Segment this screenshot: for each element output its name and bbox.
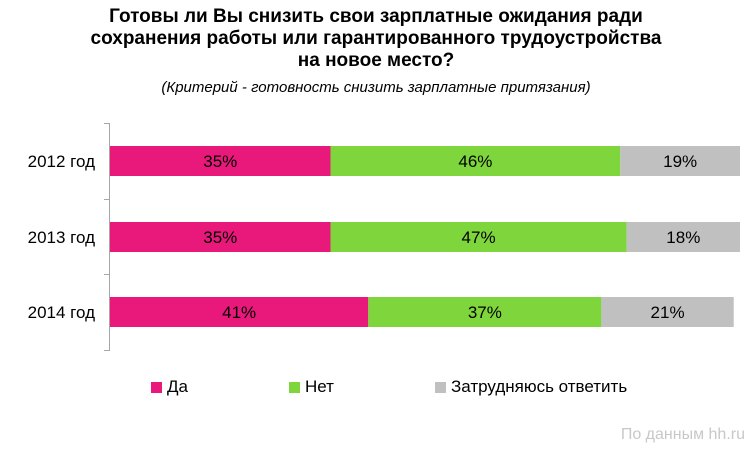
legend-label-1: Да	[167, 377, 188, 396]
bar-segment-3-1	[110, 297, 369, 327]
source-note: По данным hh.ru	[620, 426, 745, 443]
data-label-3-1: 41%	[222, 303, 256, 322]
bar-segment-2-2	[330, 222, 627, 252]
legend-swatch-2	[289, 381, 300, 393]
chart-title: Готовы ли Вы снизить свои зарплатные ожи…	[0, 6, 752, 72]
bar-segment-2-1	[110, 222, 331, 252]
chart-title-line-1: Готовы ли Вы снизить свои зарплатные ожи…	[109, 6, 643, 27]
data-label-1-2: 46%	[458, 152, 492, 171]
legend-swatch-3	[435, 381, 446, 393]
chart-subtitle: (Критерий - готовность снизить зарплатны…	[161, 79, 591, 96]
legend-item-3: Затрудняюсь ответить	[435, 377, 627, 397]
legend-item-1: Да	[151, 377, 188, 397]
data-label-3-2: 37%	[468, 303, 502, 322]
bar-segment-3-2	[368, 297, 602, 327]
bar-segment-2-3	[626, 222, 740, 252]
chart-title-line-2: сохранения работы или гарантированного т…	[90, 28, 662, 49]
legend-label-3: Затрудняюсь ответить	[451, 377, 628, 396]
category-label-2: 2013 год	[28, 228, 95, 247]
category-label-3: 2014 год	[28, 303, 95, 322]
bar-segment-1-1	[110, 146, 331, 176]
data-label-2-3: 18%	[666, 228, 700, 247]
legend-item-2: Нет	[289, 377, 334, 397]
data-label-2-2: 47%	[462, 228, 496, 247]
bar-segment-1-2	[330, 146, 621, 176]
legend-label-2: Нет	[305, 377, 334, 396]
data-label-3-3: 21%	[651, 303, 685, 322]
data-label-1-1: 35%	[203, 152, 237, 171]
category-label-1: 2012 год	[28, 152, 95, 171]
chart-title-line-3: на новое место?	[297, 50, 455, 71]
legend-swatch-1	[151, 381, 162, 393]
bar-segment-1-3	[620, 146, 740, 176]
bar-segment-3-3	[601, 297, 734, 327]
data-label-2-1: 35%	[203, 228, 237, 247]
chart-legend: Да Нет Затрудняюсь ответить	[0, 377, 752, 401]
data-label-1-3: 19%	[663, 152, 697, 171]
